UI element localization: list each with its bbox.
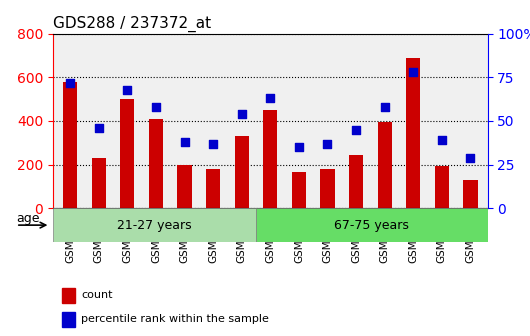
Point — [237, 111, 246, 117]
Bar — [63, 82, 77, 208]
Bar — [463, 180, 478, 208]
Text: 67-75 years: 67-75 years — [334, 219, 409, 232]
Bar — [406, 58, 420, 208]
Point — [209, 141, 217, 146]
Bar — [435, 166, 449, 208]
Bar — [61, 312, 75, 327]
Text: 21-27 years: 21-27 years — [117, 219, 192, 232]
Bar — [235, 136, 249, 208]
FancyBboxPatch shape — [256, 208, 488, 242]
Bar — [178, 165, 192, 208]
Bar — [92, 158, 106, 208]
Point — [466, 155, 475, 160]
Point — [266, 95, 275, 101]
FancyBboxPatch shape — [53, 208, 256, 242]
Point — [352, 127, 360, 132]
Text: age: age — [16, 212, 39, 225]
Text: GDS288 / 237372_at: GDS288 / 237372_at — [53, 16, 211, 32]
Point — [323, 141, 332, 146]
Bar — [61, 288, 75, 303]
Bar — [292, 172, 306, 208]
Bar — [377, 122, 392, 208]
Point — [152, 104, 160, 110]
Bar — [320, 169, 334, 208]
Point — [438, 137, 446, 143]
Point — [381, 104, 389, 110]
Bar — [263, 110, 277, 208]
Bar — [120, 99, 135, 208]
Bar — [206, 169, 220, 208]
Bar — [349, 155, 363, 208]
Point — [409, 69, 418, 75]
Point — [94, 125, 103, 131]
Bar — [149, 119, 163, 208]
Point — [123, 87, 131, 92]
Point — [66, 80, 74, 85]
Text: percentile rank within the sample: percentile rank within the sample — [81, 314, 269, 324]
Point — [180, 139, 189, 144]
Point — [295, 144, 303, 150]
Text: count: count — [81, 290, 113, 300]
